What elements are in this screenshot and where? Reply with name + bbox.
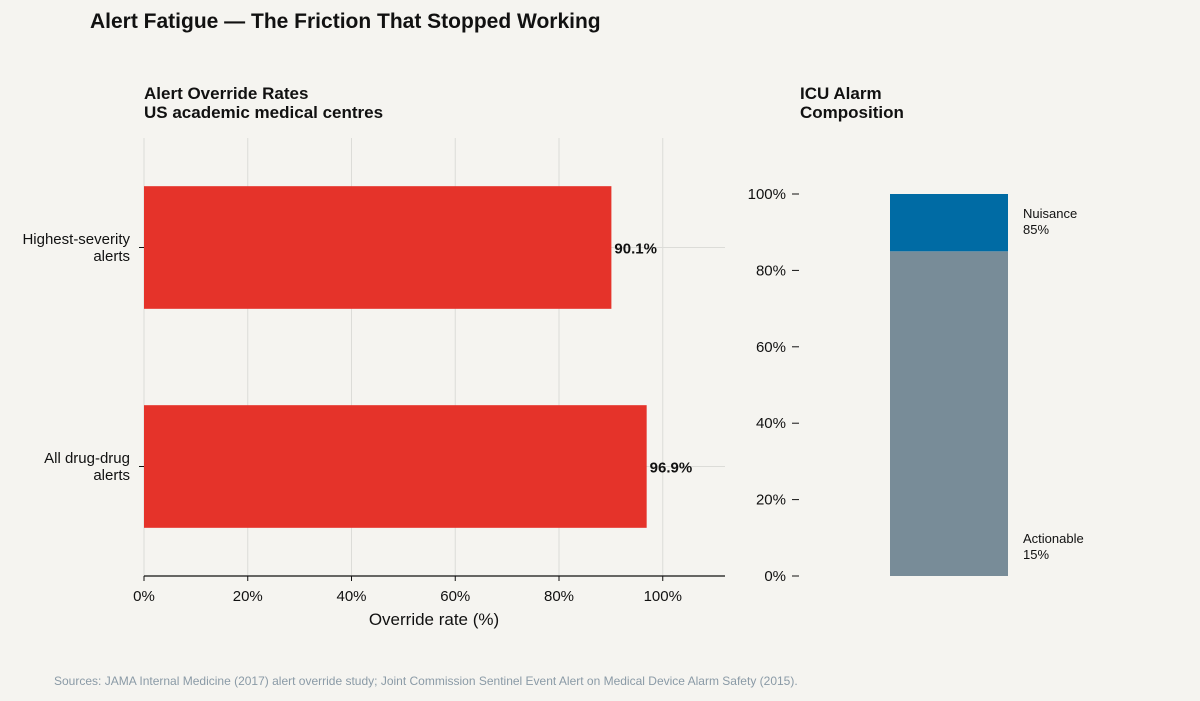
segment-value: 15% (1023, 547, 1049, 562)
right-stacked-bar (890, 194, 1008, 577)
category-label: All drug-drug (44, 450, 130, 467)
left-x-tick-label: 60% (440, 588, 470, 605)
category-label: alerts (93, 248, 130, 265)
bar (144, 186, 612, 309)
right-y-tick-label: 100% (748, 186, 786, 203)
right-y-tick-label: 60% (756, 339, 786, 356)
left-chart-subtitle: US academic medical centres (144, 103, 383, 122)
left-x-axis-label: Override rate (%) (369, 610, 499, 629)
right-y-tick-label: 80% (756, 262, 786, 279)
left-x-tick-label: 20% (233, 588, 263, 605)
segment-name: Nuisance (1023, 206, 1077, 221)
override-rates-chart: Alert Override Rates US academic medical… (22, 84, 725, 629)
source-note: Sources: JAMA Internal Medicine (2017) a… (54, 674, 798, 688)
category-label: Highest-severity (22, 231, 130, 248)
right-y-ticks: 0% 20% 40% 60% 80% 100% (748, 186, 799, 585)
stacked-segment (890, 194, 1008, 252)
left-x-tick-label: 100% (644, 588, 682, 605)
left-x-tick-label: 40% (336, 588, 366, 605)
right-y-tick-label: 40% (756, 415, 786, 432)
right-chart-title-line-1: ICU Alarm (800, 84, 882, 103)
left-bars: 90.1% 96.9% (144, 186, 692, 528)
bar-value-label: 96.9% (650, 460, 693, 477)
right-y-tick-label: 0% (764, 568, 786, 585)
stacked-segment (890, 251, 1008, 577)
right-chart-title-line-2: Composition (800, 103, 904, 122)
bar (144, 405, 647, 528)
icu-alarm-chart: ICU Alarm Composition 0% 20% 40% 60% 80% 100%… (748, 84, 1084, 585)
left-x-tick-label: 80% (544, 588, 574, 605)
right-y-tick-label: 20% (756, 492, 786, 509)
segment-name: Actionable (1023, 531, 1084, 546)
bar-value-label: 90.1% (614, 241, 657, 258)
category-label: alerts (93, 467, 130, 484)
left-chart-title: Alert Override Rates (144, 84, 308, 103)
figure-title: Alert Fatigue — The Friction That Stoppe… (90, 10, 601, 33)
left-x-tick-label: 0% (133, 588, 155, 605)
segment-value: 85% (1023, 222, 1049, 237)
left-x-ticks: 0% 20% 40% 60% 80% 100% (133, 576, 682, 605)
